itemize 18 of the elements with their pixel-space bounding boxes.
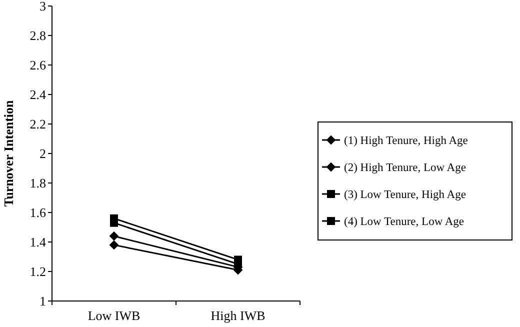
y-tick-label: 3 xyxy=(40,0,46,14)
y-tick-label: 2.4 xyxy=(30,87,46,102)
y-tick-label: 2.8 xyxy=(30,28,46,44)
y-tick-label: 2.6 xyxy=(30,58,46,73)
y-tick-label: 1.6 xyxy=(30,205,46,220)
legend-label: (3) Low Tenure, High Age xyxy=(344,189,466,202)
y-axis-title: Turnover Intention xyxy=(1,99,16,207)
y-tick-label: 1.8 xyxy=(30,176,46,191)
x-tick-label: Low IWB xyxy=(88,308,140,323)
y-tick-label: 2.2 xyxy=(30,116,46,132)
y-tick-label: 1.2 xyxy=(30,264,46,280)
legend-label: (2) High Tenure, Low Age xyxy=(344,162,466,174)
y-tick-label: 1.4 xyxy=(30,234,46,250)
y-tick-label: 1 xyxy=(40,294,46,309)
legend-label: (4) Low Tenure, Low Age xyxy=(344,216,464,228)
legend-label: (1) High Tenure, High Age xyxy=(344,135,468,148)
x-tick-label: High IWB xyxy=(210,308,266,323)
y-tick-label: 2 xyxy=(40,146,46,162)
